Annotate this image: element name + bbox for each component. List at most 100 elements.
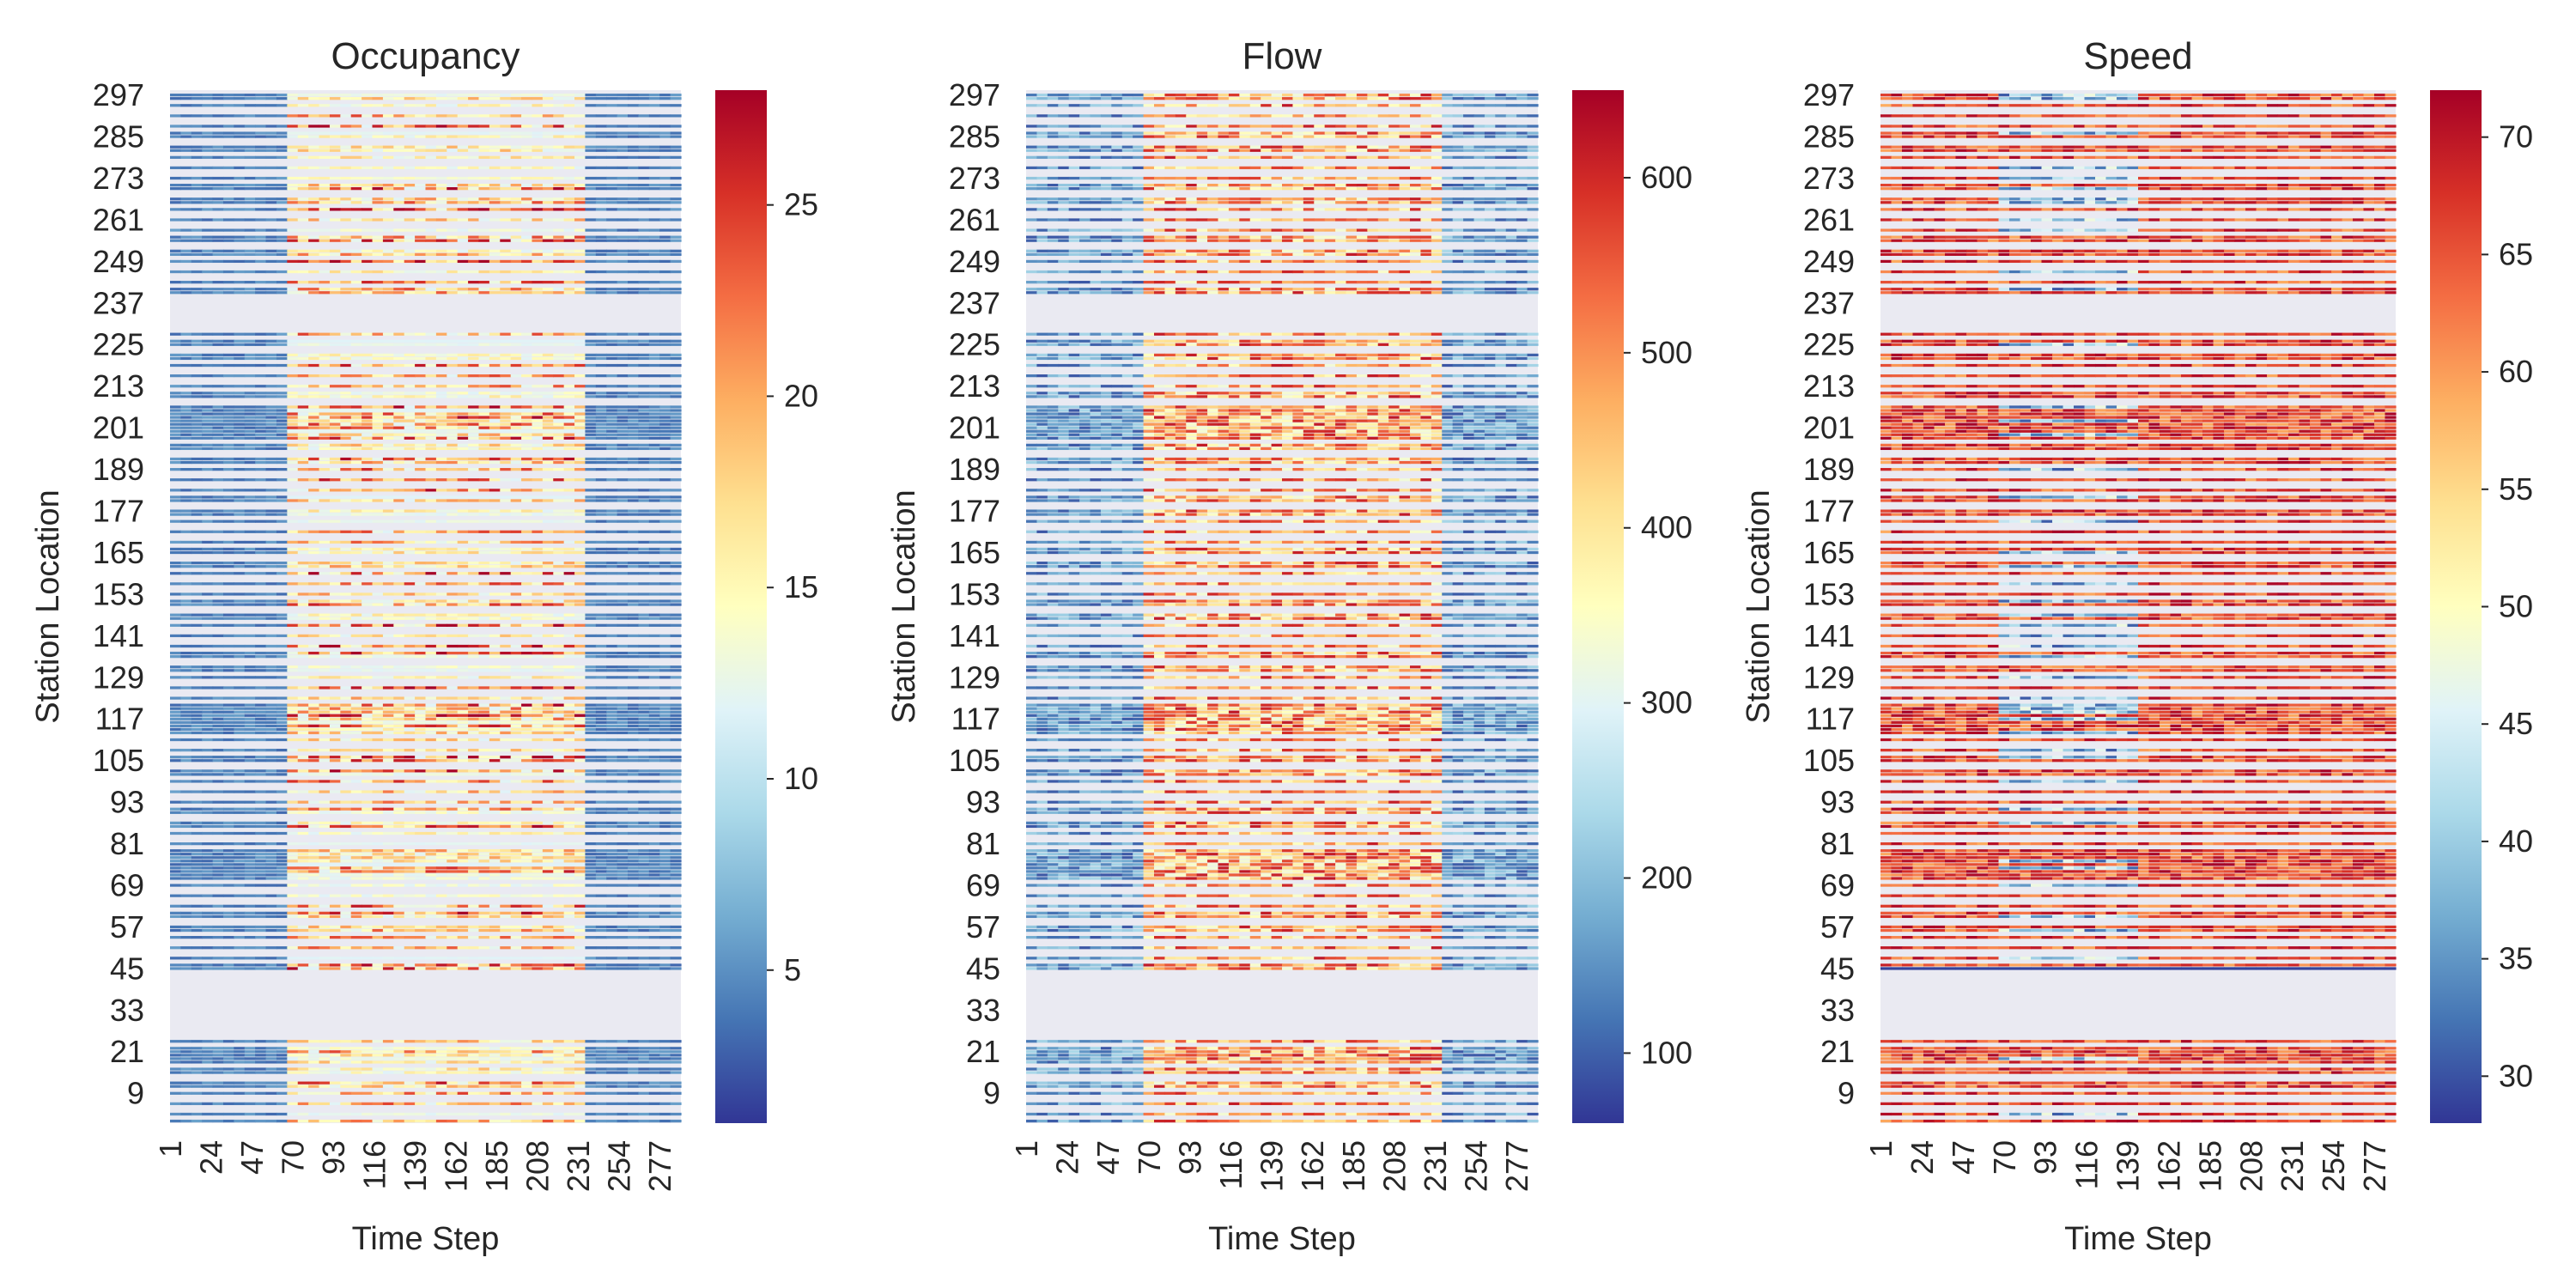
heatmap-cell <box>276 769 288 773</box>
heatmap-cell <box>553 759 565 762</box>
heatmap-cell <box>319 873 331 877</box>
heatmap-cell <box>617 863 629 866</box>
heatmap-cell <box>659 1067 671 1071</box>
heatmap-cell <box>393 873 405 877</box>
heatmap-cell <box>489 824 501 829</box>
heatmap-cell <box>222 720 234 724</box>
heatmap-cell <box>542 634 554 638</box>
heatmap-cell <box>435 925 447 929</box>
heatmap-cell <box>372 756 384 759</box>
heatmap-cell <box>648 405 660 409</box>
heatmap-cell <box>500 957 512 960</box>
heatmap-cell <box>489 703 501 707</box>
heatmap-cell <box>372 963 384 967</box>
heatmap-cell <box>170 603 181 606</box>
heatmap-cell <box>308 1047 320 1050</box>
heatmap-cell <box>563 599 575 603</box>
heatmap-cell <box>617 831 629 835</box>
heatmap-cell <box>170 957 181 960</box>
heatmap-cell <box>180 613 192 617</box>
heatmap-cell <box>329 1112 341 1116</box>
heatmap-cell <box>170 412 181 416</box>
heatmap-cell <box>319 405 331 409</box>
heatmap-cell <box>265 655 277 659</box>
heatmap-cell <box>393 447 405 451</box>
heatmap-cell <box>244 831 256 835</box>
heatmap-cell <box>457 957 469 960</box>
heatmap-cell <box>468 877 480 880</box>
heatmap-cell <box>244 710 256 714</box>
heatmap-cell <box>574 756 586 759</box>
heatmap-cell <box>606 613 618 617</box>
heatmap-cell <box>425 707 437 710</box>
heatmap-cell <box>393 1071 405 1074</box>
heatmap-cell <box>191 936 203 939</box>
heatmap-cell <box>659 665 671 669</box>
heatmap-cell <box>638 860 650 863</box>
heatmap-cell <box>500 911 512 914</box>
heatmap-cell <box>350 873 362 877</box>
heatmap-cell <box>595 1057 607 1060</box>
heatmap-cell <box>617 884 629 887</box>
heatmap-cell <box>415 904 427 908</box>
heatmap-cell <box>595 572 607 575</box>
heatmap-cell <box>222 821 234 825</box>
heatmap-cell <box>372 409 384 412</box>
heatmap-cell <box>628 696 640 700</box>
heatmap-cell <box>638 422 650 426</box>
heatmap-cell <box>415 727 427 732</box>
heatmap-cell <box>350 1102 362 1106</box>
heatmap-cell <box>595 877 607 880</box>
heatmap-cell <box>595 603 607 606</box>
heatmap-cell <box>510 703 522 707</box>
heatmap-cell <box>415 860 427 863</box>
heatmap-cell <box>202 433 214 436</box>
heatmap-cell <box>350 530 362 533</box>
heatmap-cell <box>170 1067 181 1071</box>
heatmap-cell <box>489 623 501 627</box>
heatmap-cell <box>372 582 384 586</box>
heatmap-cell <box>415 1054 427 1057</box>
heatmap-cell <box>372 599 384 603</box>
heatmap-cell <box>255 1112 267 1116</box>
heatmap-cell <box>489 724 501 727</box>
heatmap-cell <box>457 863 469 866</box>
heatmap-cell <box>478 592 490 596</box>
heatmap-cell <box>617 686 629 690</box>
heatmap-cell <box>415 1091 427 1095</box>
heatmap-cell <box>170 724 181 727</box>
heatmap-cell <box>606 863 618 866</box>
heatmap-cell <box>361 717 374 720</box>
heatmap-cell <box>606 651 618 655</box>
heatmap-cell <box>212 412 224 416</box>
heatmap-cell <box>287 1071 299 1074</box>
heatmap-cell <box>212 572 224 575</box>
heatmap-cell <box>393 547 405 551</box>
heatmap-cell <box>180 811 192 814</box>
heatmap-cell <box>180 738 192 742</box>
heatmap-cell <box>574 904 586 908</box>
heatmap-cell <box>265 957 277 960</box>
heatmap-cell <box>595 824 607 829</box>
heatmap-cell <box>202 1060 214 1064</box>
heatmap-cell <box>638 967 650 970</box>
heatmap-cell <box>457 1040 469 1043</box>
heatmap-cell <box>308 433 320 436</box>
heatmap-cell <box>563 870 575 873</box>
heatmap-cell <box>447 429 459 433</box>
heatmap-cell <box>532 613 544 617</box>
heatmap-cell <box>329 780 341 783</box>
heatmap-cell <box>234 894 246 897</box>
heatmap-cell <box>606 856 618 860</box>
heatmap-cell <box>532 738 544 742</box>
heatmap-cell <box>319 572 331 575</box>
heatmap-cell <box>212 780 224 783</box>
heatmap-cell <box>510 495 522 499</box>
heatmap-cell <box>340 489 352 492</box>
heatmap-cell <box>435 957 447 960</box>
heatmap-cell <box>350 790 362 793</box>
heatmap-cell <box>297 759 309 762</box>
heatmap-cell <box>606 807 618 811</box>
heatmap-cell <box>542 416 554 419</box>
heatmap-cell <box>255 842 267 846</box>
